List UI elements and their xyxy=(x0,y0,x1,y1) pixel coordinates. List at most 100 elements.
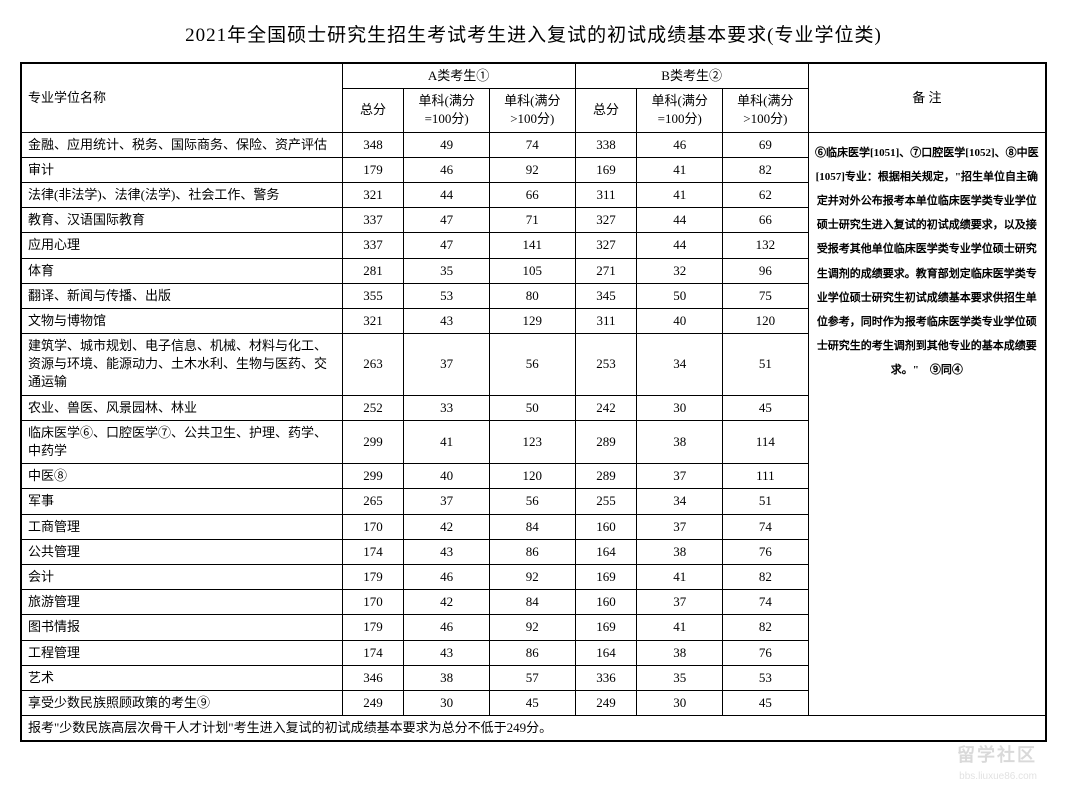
cell-b_sOver: 76 xyxy=(723,640,809,665)
watermark-logo: 留学社区 xyxy=(957,741,1037,767)
cell-b_total: 255 xyxy=(575,489,637,514)
cell-a_sOver: 80 xyxy=(489,283,575,308)
cell-b_sOver: 96 xyxy=(723,258,809,283)
table-body: 金融、应用统计、税务、国际商务、保险、资产评估34849743384669⑥临床… xyxy=(21,132,1046,716)
page-title: 2021年全国硕士研究生招生考试考生进入复试的初试成绩基本要求(专业学位类) xyxy=(20,20,1047,47)
header-group-a: A类考生① xyxy=(342,63,575,89)
cell-a_s100: 44 xyxy=(404,182,490,207)
cell-a_sOver: 92 xyxy=(489,564,575,589)
cell-b_s100: 34 xyxy=(637,489,723,514)
cell-b_sOver: 51 xyxy=(723,334,809,396)
cell-b_sOver: 66 xyxy=(723,208,809,233)
header-b-total: 总分 xyxy=(575,89,637,132)
header-a-subover: 单科(满分>100分) xyxy=(489,89,575,132)
cell-a_sOver: 86 xyxy=(489,640,575,665)
cell-b_total: 160 xyxy=(575,514,637,539)
cell-a_sOver: 141 xyxy=(489,233,575,258)
cell-b_sOver: 82 xyxy=(723,564,809,589)
cell-a_sOver: 74 xyxy=(489,132,575,157)
cell-name: 享受少数民族照顾政策的考生⑨ xyxy=(21,690,342,715)
cell-a_s100: 47 xyxy=(404,233,490,258)
cell-a_sOver: 57 xyxy=(489,665,575,690)
notes-cell: ⑥临床医学[1051]、⑦口腔医学[1052]、⑧中医[1057]专业：根据相关… xyxy=(808,132,1046,716)
cell-b_sOver: 74 xyxy=(723,514,809,539)
cell-name: 体育 xyxy=(21,258,342,283)
cell-a_s100: 47 xyxy=(404,208,490,233)
cell-b_s100: 40 xyxy=(637,308,723,333)
cell-b_sOver: 75 xyxy=(723,283,809,308)
watermark-url: bbs.liuxue86.com xyxy=(959,771,1037,782)
cell-a_sOver: 45 xyxy=(489,690,575,715)
cell-b_s100: 37 xyxy=(637,590,723,615)
cell-b_s100: 35 xyxy=(637,665,723,690)
cell-b_sOver: 51 xyxy=(723,489,809,514)
cell-b_total: 289 xyxy=(575,464,637,489)
cell-a_total: 337 xyxy=(342,233,404,258)
table-container: 专业学位名称 A类考生① B类考生② 备 注 总分 单科(满分=100分) 单科… xyxy=(20,62,1047,742)
cell-a_total: 170 xyxy=(342,590,404,615)
cell-a_s100: 46 xyxy=(404,157,490,182)
cell-name: 法律(非法学)、法律(法学)、社会工作、警务 xyxy=(21,182,342,207)
cell-a_s100: 37 xyxy=(404,489,490,514)
cell-b_sOver: 62 xyxy=(723,182,809,207)
cell-a_s100: 41 xyxy=(404,420,490,463)
cell-name: 临床医学⑥、口腔医学⑦、公共卫生、护理、药学、中药学 xyxy=(21,420,342,463)
cell-b_total: 271 xyxy=(575,258,637,283)
cell-b_s100: 44 xyxy=(637,233,723,258)
cell-name: 翻译、新闻与传播、出版 xyxy=(21,283,342,308)
cell-b_total: 160 xyxy=(575,590,637,615)
cell-b_s100: 38 xyxy=(637,640,723,665)
table-row: 金融、应用统计、税务、国际商务、保险、资产评估34849743384669⑥临床… xyxy=(21,132,1046,157)
cell-a_s100: 43 xyxy=(404,308,490,333)
cell-a_sOver: 56 xyxy=(489,334,575,396)
header-notes: 备 注 xyxy=(808,63,1046,132)
cell-a_total: 174 xyxy=(342,539,404,564)
cell-b_sOver: 76 xyxy=(723,539,809,564)
cell-name: 文物与博物馆 xyxy=(21,308,342,333)
cell-a_total: 299 xyxy=(342,420,404,463)
cell-name: 工商管理 xyxy=(21,514,342,539)
cell-name: 会计 xyxy=(21,564,342,589)
cell-a_s100: 42 xyxy=(404,590,490,615)
cell-b_total: 289 xyxy=(575,420,637,463)
cell-a_total: 265 xyxy=(342,489,404,514)
cell-name: 中医⑧ xyxy=(21,464,342,489)
cell-b_sOver: 45 xyxy=(723,395,809,420)
cell-b_sOver: 114 xyxy=(723,420,809,463)
cell-a_total: 355 xyxy=(342,283,404,308)
cell-b_total: 345 xyxy=(575,283,637,308)
cell-b_sOver: 53 xyxy=(723,665,809,690)
cell-a_total: 263 xyxy=(342,334,404,396)
cell-a_sOver: 66 xyxy=(489,182,575,207)
header-b-sub100: 单科(满分=100分) xyxy=(637,89,723,132)
cell-b_total: 311 xyxy=(575,182,637,207)
cell-b_total: 169 xyxy=(575,157,637,182)
cell-a_sOver: 84 xyxy=(489,590,575,615)
cell-b_s100: 41 xyxy=(637,157,723,182)
cell-a_total: 321 xyxy=(342,308,404,333)
cell-b_s100: 37 xyxy=(637,514,723,539)
cell-b_s100: 34 xyxy=(637,334,723,396)
cell-name: 旅游管理 xyxy=(21,590,342,615)
cell-name: 军事 xyxy=(21,489,342,514)
cell-a_total: 170 xyxy=(342,514,404,539)
cell-a_s100: 38 xyxy=(404,665,490,690)
cell-a_total: 179 xyxy=(342,615,404,640)
cell-b_total: 327 xyxy=(575,208,637,233)
cell-b_s100: 30 xyxy=(637,395,723,420)
cell-name: 建筑学、城市规划、电子信息、机械、材料与化工、资源与环境、能源动力、土木水利、生… xyxy=(21,334,342,396)
cell-b_total: 327 xyxy=(575,233,637,258)
header-a-total: 总分 xyxy=(342,89,404,132)
cell-a_s100: 33 xyxy=(404,395,490,420)
cell-a_total: 346 xyxy=(342,665,404,690)
cell-a_total: 249 xyxy=(342,690,404,715)
cell-a_s100: 43 xyxy=(404,539,490,564)
header-a-sub100: 单科(满分=100分) xyxy=(404,89,490,132)
cell-a_total: 174 xyxy=(342,640,404,665)
cell-a_total: 281 xyxy=(342,258,404,283)
cell-a_s100: 53 xyxy=(404,283,490,308)
cell-a_sOver: 120 xyxy=(489,464,575,489)
header-b-subover: 单科(满分>100分) xyxy=(723,89,809,132)
cell-name: 审计 xyxy=(21,157,342,182)
cell-name: 农业、兽医、风景园林、林业 xyxy=(21,395,342,420)
